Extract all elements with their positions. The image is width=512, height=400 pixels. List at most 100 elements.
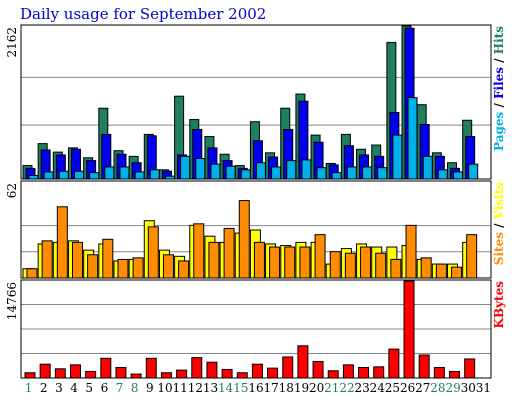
day-label: 16 (248, 381, 263, 395)
day-label: 25 (385, 381, 400, 395)
panel-border (20, 180, 492, 279)
legend-hits: Hits (492, 26, 506, 54)
bar-pages-day-19 (301, 159, 312, 180)
bar-pages-day-13 (210, 163, 221, 180)
panel-max-label: 62 (5, 183, 19, 198)
bar-sites-day-18 (284, 246, 296, 279)
day-label: 19 (294, 381, 309, 395)
day-label: 20 (309, 381, 324, 395)
bar-kbytes-day-18 (282, 356, 294, 379)
day-label: 12 (188, 381, 203, 395)
bar-sites-day-6 (102, 238, 114, 279)
bar-pages-day-8 (134, 171, 145, 180)
bar-sites-day-8 (132, 257, 144, 279)
legend-separator: / (492, 54, 506, 67)
day-label: 6 (101, 381, 109, 395)
panel-max-label: 2162 (5, 27, 19, 58)
bar-sites-day-4 (71, 241, 83, 279)
day-label: 23 (354, 381, 369, 395)
bar-kbytes-day-29 (449, 370, 461, 379)
bar-sites-day-27 (420, 257, 432, 279)
bar-kbytes-day-3 (54, 368, 66, 379)
bar-kbytes-day-19 (297, 345, 309, 379)
bar-pages-day-2 (43, 171, 54, 180)
bar-sites-day-17 (269, 246, 281, 279)
bar-pages-day-21 (331, 172, 342, 180)
bar-pages-day-29 (453, 171, 464, 180)
legend-separator: / (492, 219, 506, 232)
bar-kbytes-day-2 (39, 363, 51, 379)
bar-kbytes-day-11 (176, 369, 188, 379)
day-label: 2 (40, 381, 48, 395)
legend-files: Files (492, 67, 506, 99)
legend-kbytes: KBytes (492, 281, 506, 329)
bar-pages-day-18 (286, 160, 297, 180)
bar-sites-day-26 (405, 224, 417, 279)
day-label: 4 (70, 381, 78, 395)
visits-panel: 62 Sites / Visits (5, 180, 506, 279)
bar-kbytes-day-21 (327, 370, 339, 379)
bar-kbytes-day-24 (373, 366, 385, 379)
bar-kbytes-day-8 (130, 373, 142, 379)
bar-kbytes-day-23 (358, 366, 370, 379)
panel-legend: KBytes (492, 281, 506, 329)
bar-sites-day-24 (375, 252, 387, 279)
bar-pages-day-1 (28, 174, 39, 180)
bar-sites-day-22 (344, 252, 356, 279)
legend-pages: Pages (492, 111, 506, 151)
bar-pages-day-20 (316, 167, 327, 180)
bar-sites-day-20 (314, 234, 326, 279)
chart-title: Daily usage for September 2002 (20, 5, 266, 23)
bar-kbytes-day-1 (24, 372, 36, 379)
day-label: 21 (324, 381, 339, 395)
bar-sites-day-16 (253, 241, 265, 279)
bar-sites-day-23 (360, 246, 372, 279)
bar-kbytes-day-27 (418, 354, 430, 379)
bar-pages-day-12 (195, 157, 206, 180)
panel-border (20, 279, 492, 379)
bar-sites-day-21 (329, 251, 341, 279)
bar-pages-day-28 (437, 169, 448, 180)
day-label: 26 (400, 381, 415, 395)
bar-kbytes-day-17 (267, 367, 279, 379)
bar-pages-day-14 (225, 165, 236, 180)
panels-layer: 2162 Pages / Files / Hits 62 Sites / Visits… (5, 24, 506, 379)
day-label: 7 (116, 381, 124, 395)
bar-sites-day-7 (117, 258, 129, 279)
bar-sites-day-25 (390, 258, 402, 279)
day-label: 17 (264, 381, 279, 395)
bar-sites-day-15 (238, 200, 250, 279)
bar-pages-day-7 (119, 166, 130, 180)
day-label: 13 (203, 381, 218, 395)
day-label: 18 (279, 381, 294, 395)
day-label: 28 (430, 381, 445, 395)
day-label: 30 (461, 381, 476, 395)
bar-sites-day-11 (178, 260, 190, 279)
bar-kbytes-day-4 (69, 364, 81, 379)
day-label: 31 (476, 381, 491, 395)
bar-kbytes-day-5 (85, 370, 97, 379)
bar-sites-day-1 (26, 268, 38, 279)
kbytes-panel: 14766 KBytes (5, 279, 506, 379)
bar-sites-day-29 (451, 266, 463, 279)
bar-sites-day-10 (162, 254, 174, 279)
bar-kbytes-day-6 (100, 357, 112, 379)
bar-kbytes-day-14 (221, 368, 233, 379)
day-label: 10 (157, 381, 172, 395)
bar-sites-day-9 (147, 226, 159, 279)
day-labels: 1 2 3 4 5 6 7 8 9 10 11 12 13 14 15 16 17 18 19 20 21 22 23 24 2… (25, 381, 491, 395)
day-label: 3 (55, 381, 63, 395)
bar-pages-day-23 (362, 166, 373, 180)
day-label: 8 (131, 381, 139, 395)
day-label: 27 (415, 381, 430, 395)
bar-kbytes-day-15 (236, 372, 248, 379)
bar-kbytes-day-26 (403, 280, 415, 379)
bar-pages-day-17 (271, 166, 282, 180)
panel-legend: Pages / Files / Hits (492, 26, 506, 151)
day-label: 9 (146, 381, 154, 395)
legend-visits: Visits (492, 182, 506, 221)
bar-pages-day-27 (422, 155, 433, 180)
bar-pages-day-9 (149, 169, 160, 180)
bar-pages-day-5 (89, 172, 100, 180)
